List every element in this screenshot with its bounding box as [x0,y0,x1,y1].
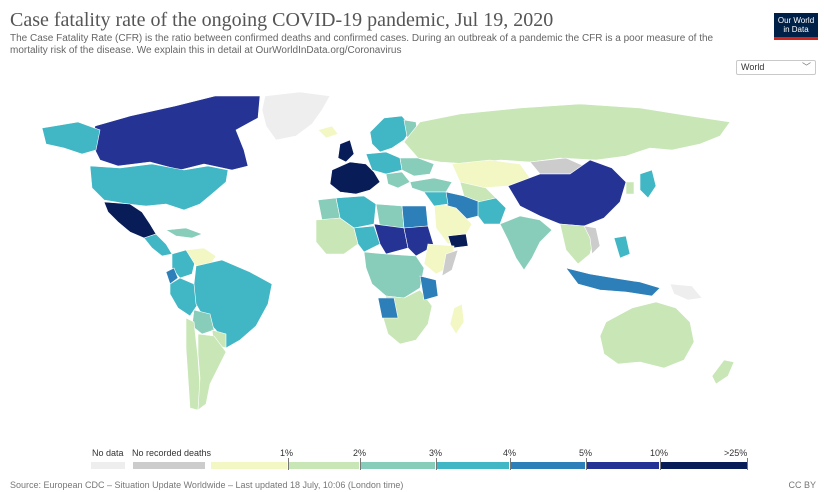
legend-swatch-bin-1 [210,461,288,470]
country-vietnam[interactable] [583,225,601,255]
country-indonesia[interactable] [565,267,661,297]
country-russia[interactable] [403,103,731,165]
country-new-zealand[interactable] [711,359,735,385]
region-balkans[interactable] [385,171,411,189]
logo-line-1: Our World [777,16,815,25]
country-india[interactable] [499,215,553,271]
logo-line-2: in Data [783,25,809,34]
legend-no-deaths-label: No recorded deaths [132,448,212,458]
legend-swatch-bin-4 [436,461,510,470]
world-map[interactable] [0,78,824,450]
country-png[interactable] [669,283,703,301]
legend-tick-label: 1% [280,448,294,458]
legend-no-data-label: No data [92,448,124,458]
country-madagascar[interactable] [449,303,465,335]
legend-swatch-no-deaths [132,461,206,470]
country-china[interactable] [507,159,627,227]
legend-tick [436,458,437,470]
region-select[interactable]: World ﹀ [736,60,816,75]
legend-tick [510,458,511,470]
legend-tick-label: 10% [650,448,669,458]
country-tanzania[interactable] [419,275,439,301]
license-link[interactable]: CC BY [788,480,816,490]
country-ecuador[interactable] [165,267,179,285]
country-turkey[interactable] [409,177,453,193]
country-uk[interactable] [337,139,355,163]
region-levant[interactable] [423,191,449,207]
legend-swatch-bin-5 [510,461,586,470]
country-canada[interactable] [91,95,261,171]
country-mexico[interactable] [103,201,157,239]
legend-tick [360,458,361,470]
chart-subtitle: The Case Fatality Rate (CFR) is the rati… [10,33,714,56]
legend-tick [660,458,661,470]
source-note[interactable]: Source: European CDC – Situation Update … [10,480,404,490]
legend-tick-label: 2% [353,448,367,458]
region-central-africa[interactable] [363,251,425,299]
region-scandinavia[interactable] [369,115,413,153]
country-angola[interactable] [377,297,399,319]
legend-swatch-bin-7 [660,461,748,470]
country-somalia[interactable] [441,249,459,277]
country-korea[interactable] [625,181,635,195]
region-central-america[interactable] [143,233,173,257]
country-argentina[interactable] [197,333,227,411]
country-morocco[interactable] [317,197,341,221]
country-japan[interactable] [639,169,657,199]
chart-title: Case fatality rate of the ongoing COVID-… [10,9,554,31]
country-usa[interactable] [89,163,229,211]
country-philippines[interactable] [613,235,631,259]
legend-swatch-bin-6 [586,461,660,470]
owid-logo[interactable]: Our World in Data [774,13,818,40]
country-alaska[interactable] [41,121,101,155]
region-afpak[interactable] [477,197,507,225]
legend-tick-label: 3% [429,448,443,458]
country-nigeria[interactable] [353,225,381,253]
legend-tick-label: 5% [579,448,593,458]
legend-tick [586,458,587,470]
country-greenland[interactable] [261,91,331,141]
legend-swatch-bin-3 [360,461,436,470]
legend-tick [747,458,748,470]
region-eastern-europe[interactable] [399,157,435,177]
country-yemen[interactable] [447,233,469,249]
region-west-africa[interactable] [315,217,359,255]
color-legend: No data No recorded deaths 1% 2% 3% 4% 5… [0,448,824,474]
region-caribbean[interactable] [165,227,203,239]
legend-swatch-bin-2 [288,461,360,470]
legend-tick [288,458,289,470]
legend-tick-label: 4% [503,448,517,458]
country-iceland[interactable] [317,125,339,139]
region-select-value: World [741,62,765,72]
legend-tick-label: >25% [724,448,748,458]
country-egypt[interactable] [401,205,429,229]
country-libya[interactable] [375,203,405,229]
chevron-down-icon: ﹀ [801,62,811,72]
country-australia[interactable] [599,301,695,369]
legend-swatch-no-data [90,461,126,470]
country-brazil[interactable] [193,259,273,349]
region-western-europe[interactable] [329,161,381,195]
country-chad[interactable] [373,223,409,255]
country-chile[interactable] [185,317,201,411]
country-sudan[interactable] [403,225,435,257]
